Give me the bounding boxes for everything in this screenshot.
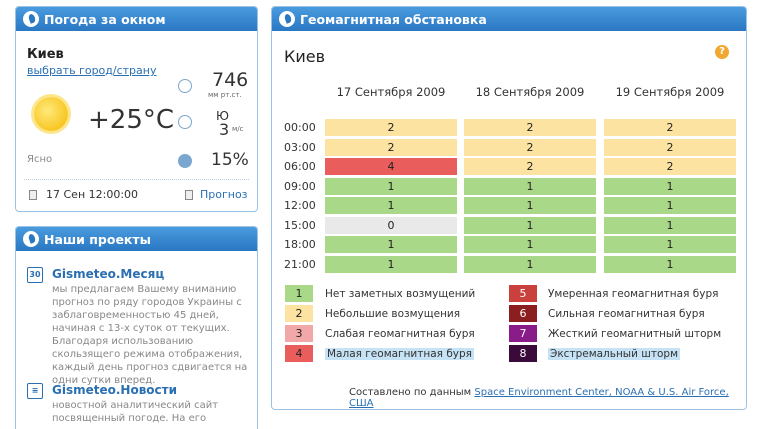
humidity-drop-icon — [178, 154, 192, 168]
geo-cell: 1 — [604, 197, 736, 214]
geo-time-label: 12:00 — [284, 199, 316, 212]
sun-icon — [34, 97, 68, 131]
geo-time-label: 09:00 — [284, 179, 316, 193]
weather-header-title: Погода за окном — [44, 11, 166, 27]
legend-label: Слабая геомагнитная буря — [325, 328, 475, 340]
legend-swatch: 3 — [285, 325, 313, 342]
geo-date-col: 17 Сентября 2009 — [336, 85, 446, 99]
geo-cell: 2 — [604, 119, 736, 136]
geo-time-label: 00:00 — [284, 121, 316, 134]
projects-header: Наши проекты — [16, 227, 257, 251]
geo-date-col: 19 Сентября 2009 — [615, 85, 725, 99]
geo-cell: 1 — [464, 177, 596, 195]
geo-cell: 0 — [325, 216, 457, 234]
forecast-icon — [185, 190, 193, 200]
legend-label: Малая геомагнитная буря — [325, 348, 474, 360]
geo-cell: 2 — [464, 119, 596, 136]
geo-cell: 1 — [325, 197, 457, 214]
legend-swatch: 7 — [509, 325, 537, 342]
geo-cell: 4 — [325, 158, 457, 175]
geo-source-prefix: Составлено по данным — [349, 387, 472, 398]
geo-time-label: 06:00 — [284, 160, 316, 173]
geo-cell: 2 — [604, 158, 736, 175]
legend-swatch: 4 — [285, 345, 313, 362]
geo-cell: 1 — [604, 255, 736, 273]
projects-widget: Наши проекты 30 Gismeteo.Месяц мы предла… — [15, 226, 258, 429]
legend-swatch: 8 — [509, 345, 537, 362]
pressure-value: 746 — [212, 69, 249, 91]
project-news-desc: новостной аналитический сайт посвященный… — [52, 400, 219, 424]
project-news-link[interactable]: Gismeteo.Новости — [52, 383, 178, 397]
legend-label: Экстремальный шторм — [548, 348, 680, 360]
project-month-desc: мы предлагаем Вашему вниманию прогноз по… — [52, 284, 248, 386]
geo-city: Киев — [284, 47, 326, 66]
weather-date: 17 Сен 12:00:00 — [46, 188, 139, 201]
weather-header: Погода за окном — [16, 7, 257, 31]
legend-label: Сильная геомагнитная буря — [548, 308, 705, 320]
geo-date-col: 18 Сентября 2009 — [475, 85, 585, 99]
gismeteo-logo-icon — [23, 231, 39, 247]
wind-speed: 3 — [219, 120, 230, 139]
geo-cell: 2 — [604, 138, 736, 156]
geo-cell: 1 — [325, 177, 457, 195]
geo-time-label: 15:00 — [284, 218, 316, 232]
legend-label: Небольшие возмущения — [325, 308, 461, 320]
temperature: +25°C — [88, 105, 175, 135]
geo-source-link[interactable]: Space Environment Center, NOAA & U.S. Ai… — [349, 387, 729, 409]
geo-cell: 1 — [325, 255, 457, 273]
geo-cell: 1 — [464, 197, 596, 214]
legend-swatch: 2 — [285, 305, 313, 322]
geo-cell: 2 — [325, 138, 457, 156]
forecast-link[interactable]: Прогноз — [200, 188, 248, 201]
wind-unit: м/с — [232, 125, 244, 133]
geo-header: Геомагнитная обстановка — [272, 7, 746, 31]
geo-cell: 1 — [604, 236, 736, 253]
weather-divider — [24, 179, 249, 180]
pressure-gauge-icon — [178, 79, 192, 93]
geo-cell: 1 — [464, 216, 596, 234]
geo-cell: 1 — [604, 177, 736, 195]
calendar-icon — [29, 190, 37, 200]
project-month-link[interactable]: Gismeteo.Месяц — [52, 267, 165, 281]
geo-cell: 1 — [464, 255, 596, 273]
legend-swatch: 1 — [285, 285, 313, 302]
legend-label: Умеренная геомагнитная буря — [548, 288, 719, 300]
legend-label: Жесткий геомагнитный шторм — [548, 328, 722, 340]
weather-condition: Ясно — [27, 154, 53, 165]
geo-time-label: 18:00 — [284, 238, 316, 251]
gismeteo-logo-icon — [279, 11, 295, 27]
legend-swatch: 5 — [509, 285, 537, 302]
news-icon: ≡ — [27, 383, 43, 399]
geo-time-label: 03:00 — [284, 140, 316, 154]
humidity-value: 15% — [211, 150, 249, 170]
geo-header-title: Геомагнитная обстановка — [300, 11, 487, 27]
geo-cell: 2 — [464, 138, 596, 156]
weather-city: Киев — [27, 47, 64, 62]
legend-label: Нет заметных возмущений — [325, 288, 476, 300]
geo-cell: 1 — [604, 216, 736, 234]
geo-cell: 2 — [464, 158, 596, 175]
pressure-unit: мм рт.ст. — [208, 91, 242, 99]
geo-time-label: 21:00 — [284, 257, 316, 271]
geomagnetic-widget: Геомагнитная обстановка Киев ? 17 Сентяб… — [271, 6, 747, 410]
weather-widget: Погода за окном Киев выбрать город/стран… — [15, 6, 258, 212]
wind-direction: Ю — [216, 109, 229, 123]
geo-source: Составлено по данным Space Environment C… — [349, 387, 746, 409]
change-city-link[interactable]: выбрать город/страну — [27, 64, 157, 77]
help-icon[interactable]: ? — [715, 45, 729, 59]
gismeteo-logo-icon — [23, 11, 39, 27]
wind-icon — [178, 115, 192, 129]
geo-cell: 1 — [325, 236, 457, 253]
geo-cell: 2 — [325, 119, 457, 136]
legend-swatch: 6 — [509, 305, 537, 322]
geo-cell: 1 — [464, 236, 596, 253]
calendar-month-icon: 30 — [27, 267, 43, 283]
projects-header-title: Наши проекты — [44, 231, 151, 247]
